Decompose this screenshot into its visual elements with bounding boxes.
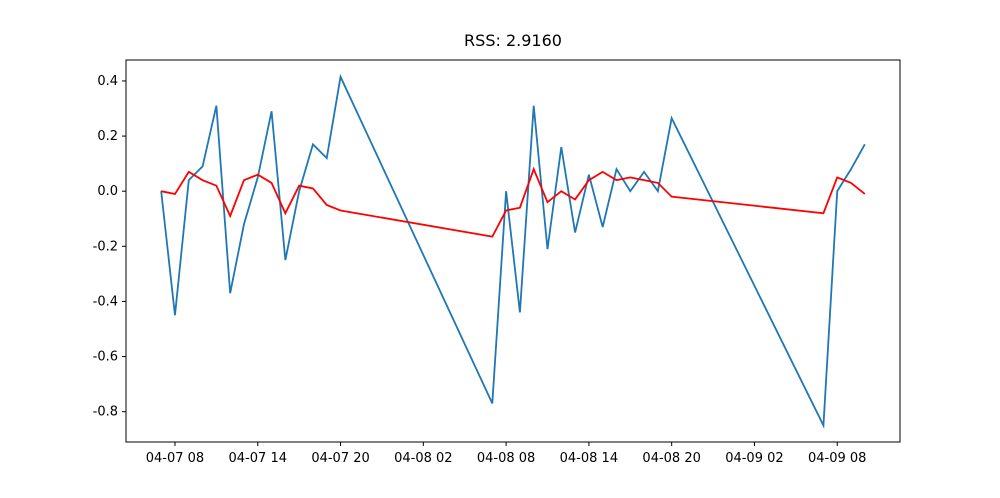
x-tick-label: 04-07 20 (311, 451, 369, 466)
x-tick-label: 04-08 20 (642, 451, 700, 466)
y-tick-label: 0.0 (97, 184, 118, 199)
x-tick-label: 04-07 08 (146, 451, 204, 466)
y-tick-label: 0.2 (97, 129, 118, 144)
chart-title: RSS: 2.9160 (464, 31, 562, 50)
series-line (160, 73, 866, 429)
x-tick-label: 04-09 08 (808, 451, 866, 466)
y-tick-label: -0.6 (93, 350, 118, 365)
axes-frame (125, 59, 901, 443)
x-tick-label: 04-08 14 (560, 451, 618, 466)
series-line (161, 166, 866, 238)
y-tick-label: -0.4 (93, 294, 118, 309)
x-tick-label: 04-09 02 (725, 451, 783, 466)
y-tick-label: -0.2 (93, 239, 118, 254)
x-tick-label: 04-08 02 (394, 451, 452, 466)
x-tick-label: 04-07 14 (229, 451, 287, 466)
y-tick-label: 0.4 (97, 74, 118, 89)
y-tick-label: -0.8 (93, 405, 118, 420)
x-tick-label: 04-08 08 (477, 451, 535, 466)
